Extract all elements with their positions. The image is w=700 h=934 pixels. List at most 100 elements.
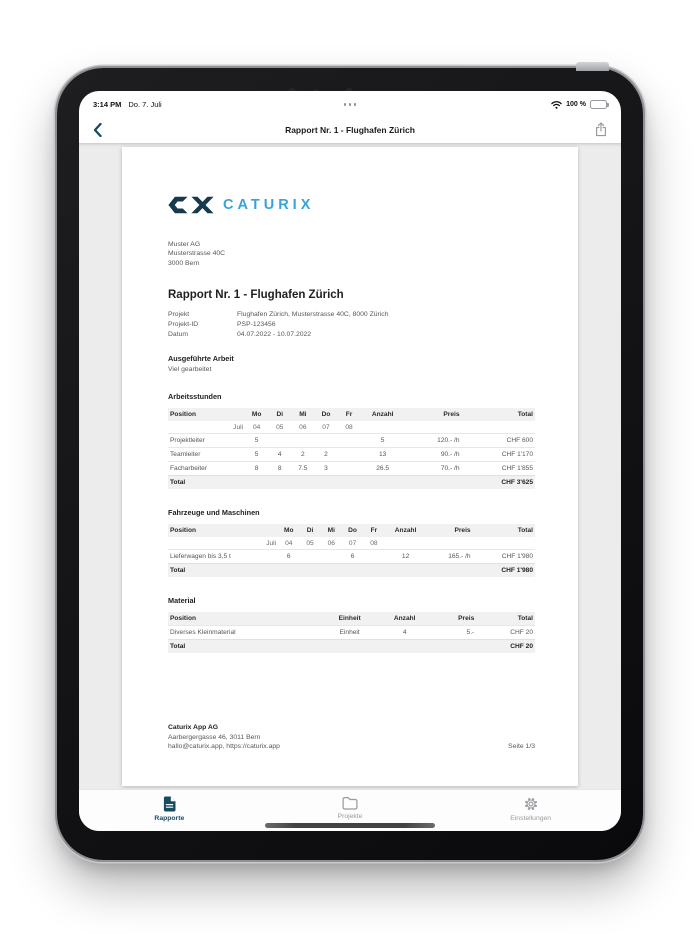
work-section-text: Viel gearbeitet bbox=[168, 366, 212, 374]
total-row: Total CHF 3'625 bbox=[168, 475, 535, 490]
power-button[interactable] bbox=[576, 62, 609, 71]
date-cell: 06 bbox=[327, 539, 335, 547]
column-header: Anzahl bbox=[384, 524, 427, 538]
column-header: Position bbox=[168, 408, 246, 422]
pdf-page: CATURIX Muster AG Musterstrasse 40C 3000… bbox=[122, 147, 578, 786]
table-cell: 7.5 bbox=[291, 461, 315, 476]
date-cell: 08 bbox=[345, 423, 353, 431]
date-cell: 08 bbox=[370, 539, 378, 547]
chevron-left-icon bbox=[93, 122, 102, 137]
table-cell bbox=[299, 549, 321, 564]
caturix-wordmark: CATURIX bbox=[223, 197, 315, 213]
report-sections: Arbeitsstunden Position Mo Di Mi Do Fr Anzahl Pr… bbox=[168, 373, 535, 654]
multitasking-indicator-icon[interactable] bbox=[79, 103, 621, 106]
footer-contact: hallo@caturix.app, https://caturix.app bbox=[168, 743, 280, 751]
column-header: Preis bbox=[404, 408, 462, 422]
section-title: Material bbox=[168, 596, 196, 606]
work-section: Ausgeführte Arbeit Viel gearbeitet bbox=[168, 354, 535, 373]
date-cell: 05 bbox=[276, 423, 284, 431]
table-cell bbox=[337, 447, 361, 462]
date-cell: Juli bbox=[266, 539, 277, 547]
total-label: Total bbox=[168, 563, 473, 578]
document-icon bbox=[163, 796, 176, 812]
table-cell: Teamleiter bbox=[168, 447, 246, 462]
footer-company: Caturix App AG bbox=[168, 724, 219, 732]
pdf-viewer[interactable]: CATURIX Muster AG Musterstrasse 40C 3000… bbox=[79, 143, 621, 789]
navigation-bar: Rapport Nr. 1 - Flughafen Zürich bbox=[79, 116, 621, 143]
column-header: Di bbox=[268, 408, 292, 422]
share-button[interactable] bbox=[595, 122, 607, 137]
table-cell: 90.- /h bbox=[404, 447, 462, 462]
battery-percent: 100 % bbox=[566, 101, 586, 108]
tab-rapporte[interactable]: Rapporte bbox=[79, 796, 260, 822]
table-cell: 6 bbox=[278, 549, 300, 564]
column-header: Preis bbox=[432, 612, 477, 626]
report-section: Fahrzeuge und Maschinen Position Mo Di Mi Do F… bbox=[168, 508, 535, 578]
date-cell bbox=[361, 421, 405, 434]
date-cell bbox=[385, 537, 427, 550]
table-row: Diverses Kleinmaterial Einheit 4 5.- CHF 20 bbox=[168, 625, 535, 640]
column-header: Do bbox=[341, 524, 364, 538]
home-indicator[interactable] bbox=[265, 823, 435, 828]
folder-icon bbox=[342, 796, 358, 810]
table-cell: 3 bbox=[314, 461, 338, 476]
page-number: Seite 1/3 bbox=[508, 743, 535, 751]
table-cell: 120.- /h bbox=[404, 433, 462, 448]
report-table: Position Einheit Anzahl Preis Total Diverses … bbox=[168, 612, 535, 654]
ipad-device-frame: 3:14 PM Do. 7. Juli 100 % bbox=[57, 62, 643, 860]
share-icon bbox=[596, 122, 606, 137]
total-row: Total CHF 1'980 bbox=[168, 563, 535, 578]
column-header: Di bbox=[299, 524, 321, 538]
table-cell: Projektleiter bbox=[168, 433, 246, 448]
table-cell: CHF 1'170 bbox=[461, 447, 535, 462]
table-row: Facharbeiter 8 8 7.5 3 26.5 70.- /h CHF 1'855 bbox=[168, 461, 535, 476]
back-button[interactable] bbox=[93, 122, 102, 137]
column-header: Preis bbox=[426, 524, 473, 538]
date-cell: 06 bbox=[299, 423, 307, 431]
gear-icon bbox=[524, 797, 537, 811]
footer-address: Aarbergergasse 46, 3011 Bern bbox=[168, 733, 261, 741]
total-value: CHF 20 bbox=[476, 639, 535, 654]
column-header: Mi bbox=[291, 408, 315, 422]
table-row: Projektleiter 5 5 120.- /h CHF 600 bbox=[168, 433, 535, 448]
date-row: Juli 04 05 06 07 08 bbox=[168, 421, 535, 434]
recipient-line: 3000 Bern bbox=[168, 259, 200, 267]
column-header: Anzahl bbox=[360, 408, 405, 422]
tab-projekte[interactable]: Projekte bbox=[260, 796, 441, 820]
column-header: Mo bbox=[278, 524, 300, 538]
tab-label: Einstellungen bbox=[510, 815, 552, 822]
section-title: Fahrzeuge und Maschinen bbox=[168, 508, 260, 518]
table-cell: 2 bbox=[314, 447, 338, 462]
table-cell: CHF 20 bbox=[476, 625, 535, 640]
date-cell bbox=[462, 421, 535, 434]
caturix-logo: CATURIX bbox=[168, 187, 535, 223]
date-cell: 04 bbox=[252, 423, 261, 431]
date-row: Juli 04 05 06 07 08 bbox=[168, 537, 535, 550]
document-footer: Caturix App AG Aarbergergasse 46, 3011 B… bbox=[168, 723, 535, 752]
total-value: CHF 1'980 bbox=[472, 563, 535, 578]
table-cell bbox=[320, 549, 342, 564]
date-cell: 07 bbox=[322, 423, 330, 431]
table-cell: 2 bbox=[291, 447, 315, 462]
meta-label: Datum bbox=[168, 331, 189, 339]
table-cell: 5.- bbox=[432, 625, 477, 640]
column-header: Total bbox=[472, 524, 535, 538]
total-label: Total bbox=[168, 639, 477, 654]
project-meta: Projekt Flughafen Zürich, Musterstrasse … bbox=[168, 310, 535, 340]
column-header: Position bbox=[168, 612, 323, 626]
status-time: 3:14 PM bbox=[93, 100, 122, 109]
total-value: CHF 3'625 bbox=[461, 475, 535, 490]
column-header: Total bbox=[461, 408, 535, 422]
tab-einstellungen[interactable]: Einstellungen bbox=[440, 796, 621, 822]
date-cell: 04 bbox=[285, 539, 293, 547]
status-bar: 3:14 PM Do. 7. Juli 100 % bbox=[79, 91, 621, 116]
table-cell: 8 bbox=[245, 461, 269, 476]
table-cell: 5 bbox=[245, 447, 269, 462]
table-cell: 13 bbox=[360, 447, 405, 462]
table-cell: CHF 1'855 bbox=[461, 461, 535, 476]
meta-value: 04.07.2022 - 10.07.2022 bbox=[237, 331, 312, 339]
tab-bar: Rapporte Projekte bbox=[79, 789, 621, 831]
table-cell: Diverses Kleinmaterial bbox=[168, 625, 323, 640]
screen: 3:14 PM Do. 7. Juli 100 % bbox=[79, 91, 621, 831]
